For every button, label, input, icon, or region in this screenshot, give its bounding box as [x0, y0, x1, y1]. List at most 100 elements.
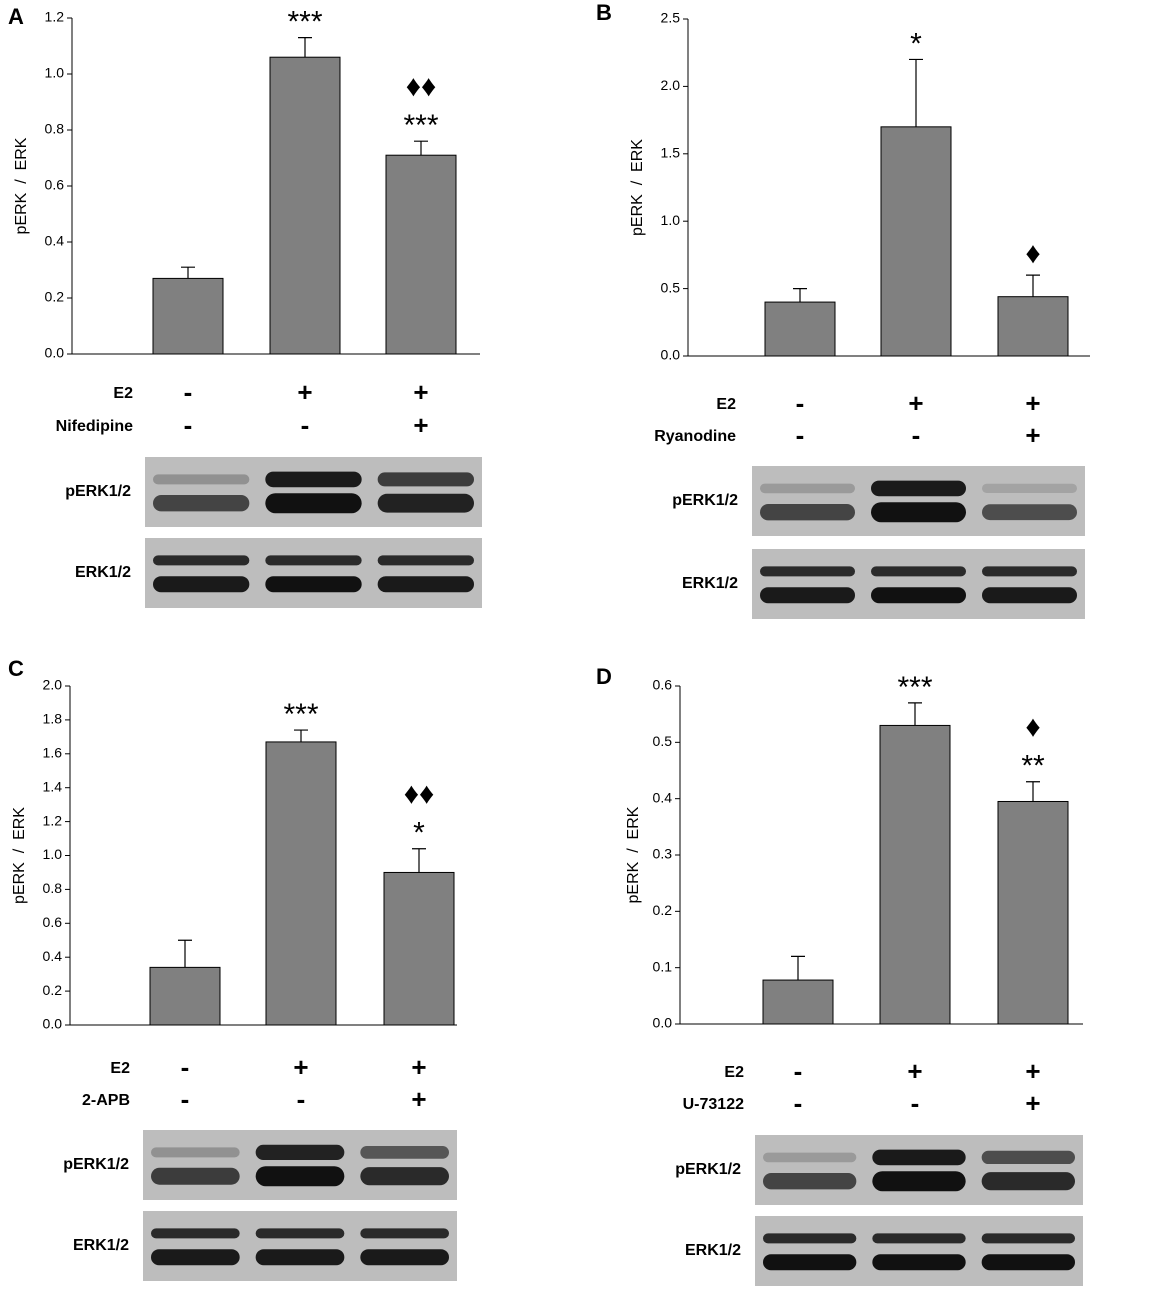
- significance-label: ♦: [1025, 237, 1040, 270]
- blot-label: ERK1/2: [73, 1237, 129, 1254]
- blot-image: [143, 1130, 457, 1200]
- y-tick-label: 0.4: [653, 789, 673, 805]
- y-tick-label: 0.6: [653, 677, 673, 693]
- blot-band: [760, 566, 855, 577]
- blot-image: [752, 466, 1085, 536]
- error-bar: [181, 266, 195, 279]
- y-tick-label: 2.0: [661, 77, 681, 93]
- blot-image: [752, 549, 1085, 619]
- blot-band: [377, 576, 474, 593]
- bar: [265, 741, 337, 1026]
- blot-band: [153, 474, 250, 485]
- error-bar: [178, 939, 192, 968]
- significance-label: ***: [283, 698, 318, 731]
- treatment-sign: +: [413, 377, 428, 407]
- blot-image: [755, 1216, 1083, 1286]
- blot-band: [981, 1150, 1075, 1164]
- blot-band: [872, 1171, 966, 1192]
- significance-label: ♦♦: [406, 70, 437, 103]
- error-bar: [1026, 781, 1040, 802]
- treatment-sign: -: [796, 388, 805, 418]
- treatment-sign: +: [297, 377, 312, 407]
- blot-band: [981, 1233, 1075, 1244]
- bar: [880, 126, 952, 357]
- blot-band: [872, 1233, 966, 1244]
- blot-image: [143, 1211, 457, 1281]
- y-tick-label: 1.6: [43, 745, 63, 761]
- bar: [764, 301, 836, 357]
- significance-label: *: [910, 27, 922, 60]
- y-axis-label: pERK / ERK: [625, 806, 642, 903]
- y-tick-label: 1.5: [661, 145, 681, 161]
- y-axis-label: pERK / ERK: [11, 807, 28, 904]
- treatment-label: E2: [716, 396, 736, 413]
- blot-band: [981, 1254, 1075, 1271]
- blot-band: [153, 576, 250, 593]
- blot-band: [377, 472, 474, 487]
- treatment-sign: +: [413, 410, 428, 440]
- y-tick-label: 1.0: [661, 212, 681, 228]
- significance-label: *: [413, 817, 425, 850]
- blot-band: [872, 1149, 966, 1166]
- treatment-sign: -: [301, 410, 310, 440]
- treatment-label: Ryanodine: [654, 428, 736, 445]
- blot-image: [145, 457, 482, 527]
- blot-band: [153, 495, 250, 512]
- y-tick-label: 1.8: [43, 711, 63, 727]
- blot-image: [145, 538, 482, 608]
- panel-letter: B: [596, 0, 612, 25]
- y-tick-label: 1.2: [45, 9, 65, 25]
- y-tick-label: 0.5: [653, 733, 673, 749]
- blot-band: [151, 1147, 240, 1158]
- significance-label: ***: [403, 109, 438, 142]
- y-tick-label: 2.0: [43, 677, 63, 693]
- y-tick-label: 0.1: [653, 958, 673, 974]
- bar: [152, 277, 224, 355]
- blot-band: [360, 1146, 449, 1159]
- error-bar: [414, 140, 428, 156]
- blot-label: pERK1/2: [675, 1161, 741, 1178]
- y-tick-label: 2.5: [661, 10, 681, 26]
- treatment-sign: -: [184, 377, 193, 407]
- y-axis-label: pERK / ERK: [13, 137, 30, 234]
- error-bar: [412, 848, 426, 873]
- significance-label: ♦♦: [404, 778, 435, 811]
- blot-band: [760, 587, 855, 604]
- y-tick-label: 0.8: [45, 121, 65, 137]
- treatment-sign: -: [794, 1056, 803, 1086]
- blot-band: [360, 1249, 449, 1266]
- treatment-label: Nifedipine: [56, 418, 133, 435]
- treatment-label: E2: [110, 1060, 130, 1077]
- blot-band: [871, 587, 966, 604]
- bar: [997, 800, 1069, 1025]
- treatment-sign: +: [1025, 420, 1040, 450]
- significance-label: ***: [897, 671, 932, 704]
- error-bar: [298, 37, 312, 58]
- treatment-label: U-73122: [683, 1096, 744, 1113]
- blot-band: [982, 587, 1077, 604]
- blot-band: [255, 1249, 345, 1266]
- blot-band: [360, 1228, 449, 1239]
- error-bar: [294, 729, 308, 742]
- y-tick-label: 1.0: [45, 65, 65, 81]
- treatment-sign: -: [297, 1084, 306, 1114]
- blot-band: [760, 483, 855, 494]
- panel-letter: D: [596, 664, 612, 689]
- treatment-label: E2: [113, 385, 133, 402]
- blot-band: [763, 1233, 857, 1244]
- treatment-sign: -: [181, 1052, 190, 1082]
- blot-band: [255, 1228, 345, 1239]
- y-tick-label: 0.2: [45, 289, 65, 305]
- bar: [385, 154, 457, 355]
- error-bar: [791, 955, 805, 981]
- significance-label: **: [1021, 750, 1045, 783]
- blot-band: [871, 502, 966, 523]
- treatment-sign: +: [293, 1052, 308, 1082]
- blot-band: [265, 493, 362, 514]
- blot-band: [981, 1172, 1075, 1191]
- bar: [269, 56, 341, 355]
- blot-band: [871, 480, 966, 497]
- y-tick-label: 0.5: [661, 279, 681, 295]
